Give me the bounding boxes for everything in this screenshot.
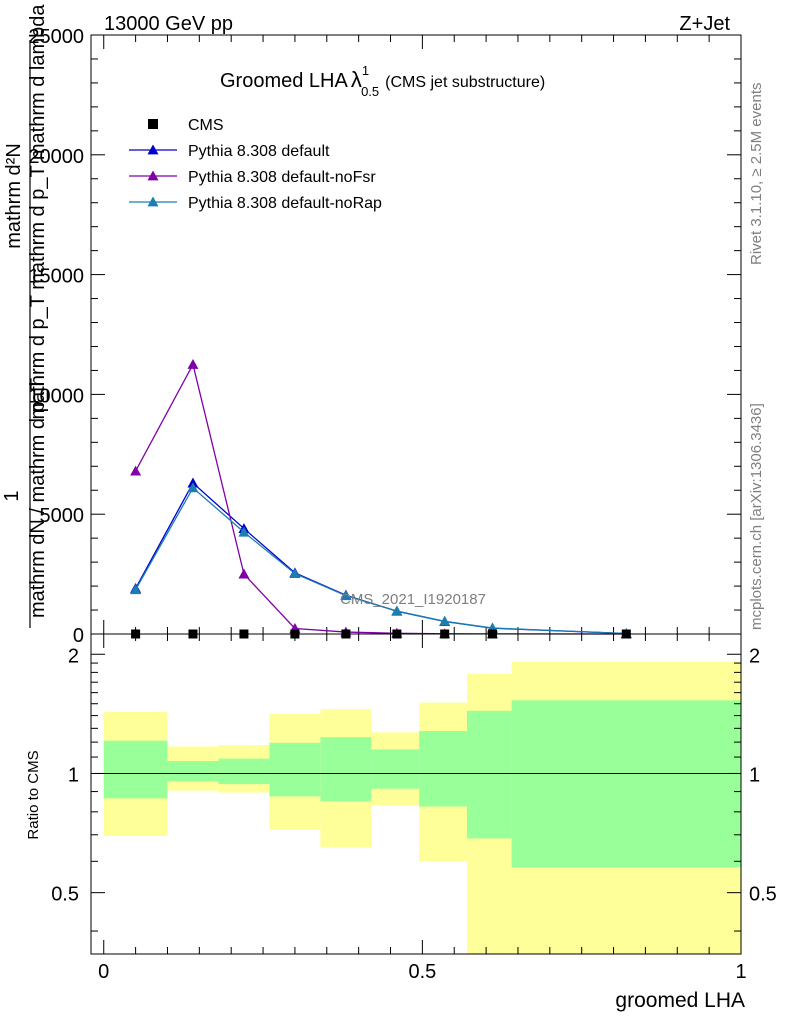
xtick-label: 0.5 bbox=[408, 961, 436, 983]
header-right: Z+Jet bbox=[679, 13, 730, 35]
legend-label: CMS bbox=[188, 117, 224, 134]
legend-label: Pythia 8.308 default bbox=[188, 143, 330, 160]
ratio-ytick-label-right: 1 bbox=[749, 764, 760, 786]
ratio-band-bin bbox=[167, 746, 219, 791]
legend-entry: CMS bbox=[148, 117, 224, 134]
data-point bbox=[130, 465, 142, 476]
legend-label: Pythia 8.308 default-noFsr bbox=[188, 169, 376, 186]
legend-label: Pythia 8.308 default-noRap bbox=[188, 195, 382, 212]
legend-marker bbox=[147, 170, 159, 181]
xtick-label: 1 bbox=[735, 961, 746, 983]
rivet-label: Rivet 3.1.10, ≥ 2.5M events bbox=[748, 83, 765, 266]
stat-uncertainty-band bbox=[511, 700, 741, 868]
xtick-label: 0 bbox=[98, 961, 109, 983]
ratio-ytick-label-right: 0.5 bbox=[749, 884, 777, 906]
stat-uncertainty-band bbox=[218, 758, 270, 785]
ratio-ticks: 0.5 0.5 1 1 2 2 0 0.5 1 bbox=[51, 634, 777, 983]
stat-uncertainty-band bbox=[466, 710, 512, 839]
series-line bbox=[135, 482, 627, 635]
main-ylabel: 1 mathrm d²N mathrm d p_T mathrm d p_T m… bbox=[1, 4, 49, 628]
stat-uncertainty-band bbox=[371, 749, 420, 789]
plot-title-sup: 1 bbox=[362, 63, 369, 78]
x-axis-label: groomed LHA bbox=[615, 989, 745, 1012]
plot-title: Groomed LHA λ1 0.5 (CMS jet substructure) bbox=[220, 63, 545, 99]
stat-uncertainty-band bbox=[419, 731, 467, 807]
header-left: 13000 GeV pp bbox=[104, 13, 233, 35]
data-point bbox=[340, 590, 352, 601]
ratio-ytick-label: 0.5 bbox=[51, 884, 79, 906]
data-point bbox=[238, 568, 250, 579]
plot-title-lambda: λ bbox=[351, 67, 362, 92]
data-point bbox=[439, 615, 451, 626]
legend-entry: Pythia 8.308 default-noFsr bbox=[129, 169, 376, 186]
main-y-ticks: 0 5000 10000 15000 20000 25000 bbox=[28, 26, 742, 647]
stat-uncertainty-band bbox=[269, 742, 321, 797]
ratio-band-bin bbox=[320, 708, 372, 848]
stat-uncertainty-band bbox=[167, 761, 219, 782]
data-point bbox=[187, 358, 199, 369]
plot-title-note: (CMS jet substructure) bbox=[385, 74, 545, 91]
main-ytick-label: 20000 bbox=[28, 146, 84, 168]
ratio-ytick-label-right: 2 bbox=[749, 645, 760, 667]
main-ytick-label: 15000 bbox=[28, 266, 84, 288]
main-ytick-label: 5000 bbox=[40, 505, 85, 527]
legend-marker bbox=[147, 144, 159, 155]
ratio-plot-frame bbox=[90, 633, 742, 955]
data-point bbox=[391, 605, 403, 616]
main-ytick-label: 0 bbox=[73, 625, 84, 647]
ratio-band-bin bbox=[511, 661, 741, 954]
legend-marker bbox=[148, 119, 158, 129]
ratio-bands bbox=[103, 661, 741, 954]
plot-title-main: Groomed LHA bbox=[220, 70, 348, 92]
ratio-ylabel: Ratio to CMS bbox=[25, 750, 42, 839]
legend-entry: Pythia 8.308 default-noRap bbox=[129, 195, 382, 212]
ratio-band-bin bbox=[371, 732, 420, 806]
ratio-ytick-label: 2 bbox=[68, 645, 79, 667]
series-pythia-8-308-default-norap bbox=[130, 482, 632, 638]
analysis-label: CMS_2021_I1920187 bbox=[340, 591, 486, 608]
stat-uncertainty-band bbox=[103, 740, 168, 799]
series-pythia-8-308-default bbox=[130, 477, 632, 638]
main-ytick-label: 10000 bbox=[28, 385, 84, 407]
legend: CMS Pythia 8.308 default Pythia 8.308 defa… bbox=[129, 117, 382, 212]
legend-entry: Pythia 8.308 default bbox=[129, 143, 330, 160]
data-point bbox=[187, 482, 199, 493]
ratio-ytick-label: 1 bbox=[68, 764, 79, 786]
ratio-band-bin bbox=[466, 673, 512, 954]
ratio-plot: 0.5 0.5 1 1 2 2 0 0.5 1 Ratio to CMS groomed LHA bbox=[25, 633, 777, 1012]
ylabel-bottom: mathrm dN / mathrm d p_T bbox=[27, 378, 49, 618]
stat-uncertainty-band bbox=[320, 737, 372, 802]
data-point bbox=[289, 568, 301, 579]
legend-marker bbox=[147, 196, 159, 207]
ylabel-one: 1 bbox=[1, 490, 23, 501]
series-line bbox=[135, 486, 627, 635]
ratio-band-bin bbox=[218, 744, 270, 793]
ylabel-top: mathrm d²N bbox=[3, 143, 25, 249]
main-ytick-label: 25000 bbox=[28, 26, 84, 48]
plot-title-sub: 0.5 bbox=[361, 84, 379, 99]
ylabel-mid: mathrm d p_T mathrm d p_T mathrm d lambd… bbox=[27, 4, 49, 420]
ratio-band-bin bbox=[419, 702, 467, 862]
ratio-band-bin bbox=[269, 713, 321, 830]
data-point bbox=[130, 584, 142, 595]
data-point bbox=[238, 526, 250, 537]
mcplots-label: mcplots.cern.ch [arXiv:1306.3436] bbox=[748, 403, 765, 630]
ratio-band-bin bbox=[103, 711, 168, 837]
